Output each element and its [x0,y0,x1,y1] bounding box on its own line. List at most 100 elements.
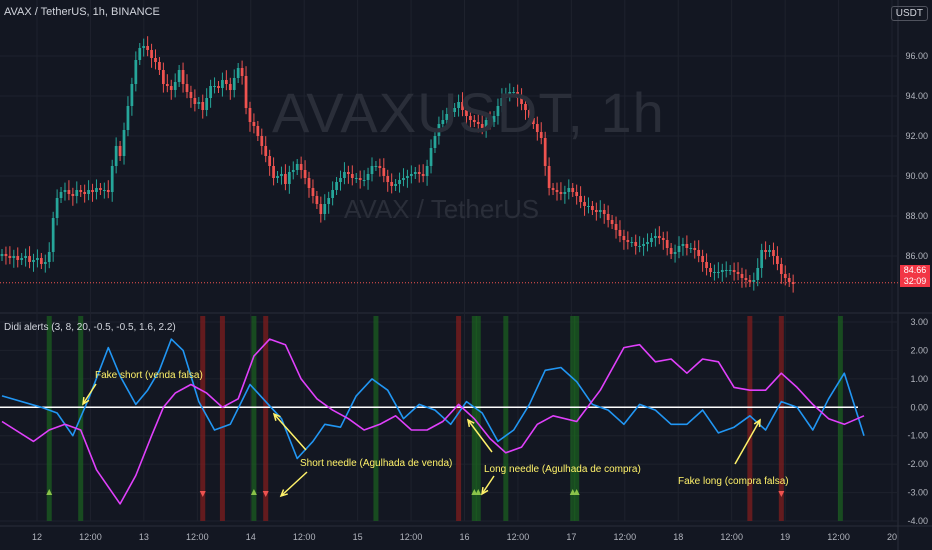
annotation-fake-long: Fake long (compra falsa) [678,476,789,487]
candle-body [59,192,63,198]
candle-body [630,242,634,243]
candle-body [571,188,575,192]
time-tick-label: 12:00 [614,532,637,542]
candle-body [177,70,181,82]
candle-body [232,78,236,90]
candle-body [417,172,421,174]
candle-body [480,124,484,128]
candle-body [162,70,165,84]
candle-body [327,198,331,204]
candle-body [512,92,516,93]
sell-marker [778,491,785,497]
candle-body [228,84,232,90]
time-tick-label: 20 [887,532,897,542]
time-tick-label: 12:00 [507,532,530,542]
candle-body [465,110,468,116]
candle-body [91,190,94,192]
fast-line [1,338,865,460]
candle-body [394,184,397,186]
arrow-fake-long [734,419,761,465]
candle-body [390,182,394,186]
candle-body [189,92,193,98]
candle-body [280,174,283,176]
price-tick-label: 88.00 [905,211,928,221]
candle-body [740,274,744,278]
time-tick-label: 15 [353,532,363,542]
candle-body [661,238,665,240]
candle-body [102,190,106,191]
time-tick-label: 12:00 [827,532,850,542]
candle-body [224,80,228,84]
candle-body [724,270,728,271]
candle-body [555,190,559,192]
buy-marker [475,489,482,495]
candle-body [535,124,539,132]
candle-body [350,174,354,178]
candle-body [284,174,287,184]
arrow-fake-long-head [753,418,761,428]
candle-body [657,236,661,238]
candle-body [689,248,693,249]
symbol-title[interactable]: AVAX / TetherUS, 1h, BINANCE [4,6,160,18]
buy-band [373,316,379,521]
price-tick-label: 86.00 [905,251,928,261]
buy-band [570,316,576,521]
arrow-short-needle-2-head [279,489,288,498]
buy-marker [573,489,580,495]
candle-body [63,190,67,192]
candle-body [760,250,764,268]
buy-band [837,316,843,521]
candle-body [752,280,756,282]
candle-body [221,80,224,88]
candle-body [476,122,480,124]
candle-body [142,46,146,48]
candle-body [276,176,279,178]
candle-body [606,214,610,220]
candle-body [122,130,126,156]
candle-body [469,116,472,120]
time-tick-label: 19 [780,532,790,542]
currency-button[interactable]: USDT [890,6,928,21]
candle-body [713,272,716,273]
candle-body [496,106,500,116]
candle-body [291,170,295,172]
candle-body [504,94,508,98]
candle-series [0,36,898,293]
candle-body [110,166,114,192]
watermark-symbol: AVAXUSDT, 1h [272,81,665,144]
candle-body [126,106,130,130]
candle-body [492,116,496,122]
countdown-tag: 32:09 [900,276,930,287]
candle-body [260,136,264,146]
candle-body [217,86,220,88]
candle-body [303,170,307,178]
last-price-tag: 84.66 [900,265,930,276]
candle-body [272,166,275,178]
osc-tick-label: -3.00 [907,488,928,498]
time-tick-label: 12:00 [400,532,423,542]
candle-body [169,86,173,90]
buy-marker [569,489,576,495]
candle-body [95,188,98,192]
indicator-title[interactable]: Didi alerts (3, 8, 20, -0.5, -0.5, 1.6, … [4,322,176,333]
candle-body [362,180,366,181]
candle-body [614,224,618,230]
candle-body [295,164,299,170]
osc-tick-label: 2.00 [910,345,928,355]
candle-body [71,194,75,196]
time-tick-label: 12:00 [186,532,209,542]
candle-body [551,188,555,190]
candle-body [594,210,598,212]
osc-tick-label: 3.00 [910,317,928,327]
candle-body [382,168,386,176]
candle-body [402,178,405,180]
annotation-long-needle: Long needle (Agulhada de compra) [484,464,641,475]
candle-body [134,60,138,84]
candle-body [311,188,315,196]
candle-body [524,104,527,110]
candle-body [55,198,59,218]
candle-body [413,172,417,174]
candle-body [748,280,752,282]
sell-band [778,316,784,521]
candle-body [697,250,701,256]
